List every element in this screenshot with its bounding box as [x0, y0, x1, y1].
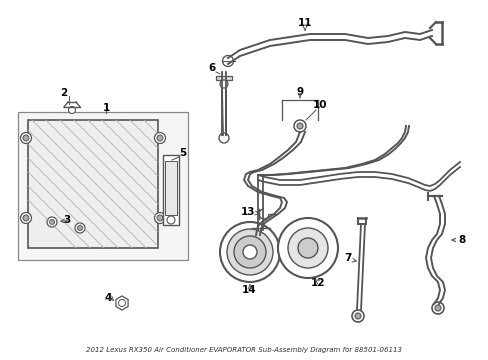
Circle shape — [296, 123, 303, 129]
Circle shape — [434, 305, 440, 311]
Bar — [28, 120, 158, 248]
Text: 12: 12 — [310, 278, 325, 288]
Circle shape — [234, 236, 265, 268]
Circle shape — [75, 223, 85, 233]
Text: 10: 10 — [312, 100, 326, 110]
Circle shape — [220, 80, 227, 88]
Polygon shape — [116, 296, 128, 310]
Text: 11: 11 — [297, 18, 312, 28]
Circle shape — [23, 135, 29, 141]
Text: 8: 8 — [457, 235, 465, 245]
Circle shape — [68, 107, 75, 113]
Circle shape — [254, 225, 261, 231]
Circle shape — [167, 216, 175, 224]
Circle shape — [23, 215, 29, 221]
Circle shape — [287, 228, 327, 268]
Bar — [18, 112, 187, 260]
Circle shape — [77, 225, 82, 230]
Circle shape — [20, 212, 31, 224]
Bar — [163, 155, 179, 225]
Circle shape — [47, 217, 57, 227]
Text: 6: 6 — [208, 63, 215, 73]
Text: 7: 7 — [344, 253, 351, 263]
Text: 4: 4 — [104, 293, 111, 303]
Circle shape — [243, 245, 257, 259]
Text: 1: 1 — [102, 103, 109, 113]
Circle shape — [118, 300, 125, 306]
Circle shape — [154, 132, 165, 144]
Circle shape — [157, 215, 163, 221]
Circle shape — [219, 133, 228, 143]
Text: 2012 Lexus RX350 Air Conditioner EVAPORATOR Sub-Assembly Diagram for 88501-06113: 2012 Lexus RX350 Air Conditioner EVAPORA… — [86, 347, 401, 353]
Text: 13: 13 — [240, 207, 255, 217]
Circle shape — [351, 310, 363, 322]
Text: 14: 14 — [241, 285, 256, 295]
Text: 5: 5 — [179, 148, 186, 158]
Text: 3: 3 — [63, 215, 70, 225]
Circle shape — [226, 229, 272, 275]
Circle shape — [20, 132, 31, 144]
Circle shape — [49, 220, 54, 225]
Circle shape — [431, 302, 443, 314]
Bar — [28, 120, 158, 248]
Circle shape — [157, 135, 163, 141]
Circle shape — [297, 238, 317, 258]
Bar — [164, 161, 177, 215]
Polygon shape — [216, 76, 231, 80]
Circle shape — [354, 313, 360, 319]
Circle shape — [154, 212, 165, 224]
Text: 2: 2 — [60, 88, 67, 98]
Circle shape — [278, 218, 337, 278]
Circle shape — [222, 55, 233, 67]
Text: 9: 9 — [296, 87, 303, 97]
Circle shape — [220, 222, 280, 282]
Circle shape — [293, 120, 305, 132]
